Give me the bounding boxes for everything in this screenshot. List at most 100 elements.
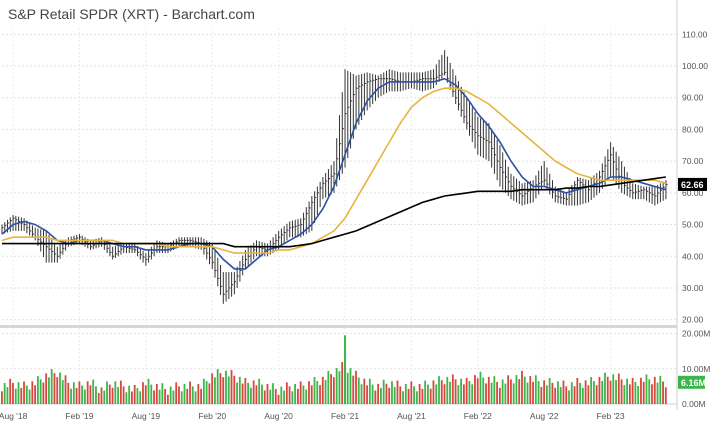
volume-bar [631,377,634,404]
x-tick-label: Aug '18 [0,411,28,421]
volume-bar [299,381,302,404]
volume-bar [662,381,664,404]
volume-bar [429,388,432,404]
volume-bar [97,393,100,404]
volume-bar [219,373,222,404]
volume-bar [225,370,227,404]
volume-bar [61,380,64,404]
volume-bar [410,381,413,404]
volume-bar [440,380,443,404]
volume-bar [28,389,31,404]
volume-bar [664,387,667,404]
volume-bar [139,391,142,404]
volume-bar [504,383,507,404]
volume-bar [56,377,59,404]
volume-bar [573,386,576,404]
volume-bar [310,385,313,404]
volume-bar [330,374,333,404]
volume-bar [357,377,360,404]
volume-bar [308,381,310,404]
volume-bar [263,390,266,404]
volume-bar [349,368,352,404]
volume-bar [274,389,277,404]
volume-bar [14,388,17,404]
volume-bar [136,388,139,404]
volume-bar [382,379,385,404]
volume-tick-label: 0.00M [682,399,706,409]
volume-bar [78,381,81,404]
moving-average-line [2,176,667,248]
volume-bar [3,383,6,404]
volume-bar [34,385,36,404]
x-tick-label: Feb '23 [597,411,625,421]
x-tick-label: Feb '20 [198,411,226,421]
volume-bar [131,391,133,404]
volume-bar [222,377,225,404]
volume-bar [147,378,150,404]
volume-bar [277,394,280,404]
volume-bar [119,380,122,404]
volume-bar [31,381,34,404]
volume-bar [626,378,629,404]
volume-bar [659,375,662,404]
volume-bar [75,387,78,404]
volume-bar [175,382,178,404]
volume-bar [332,377,335,404]
volume-bar [554,387,557,404]
volume-bar [371,384,374,404]
price-tick-label: 80.00 [682,124,704,134]
x-tick-label: Feb '22 [464,411,492,421]
volume-bar [335,368,338,404]
volume-bar [180,391,183,404]
volume-bar [487,376,490,404]
volume-bar [172,390,175,404]
volume-bar [402,391,404,404]
volume-bar [247,382,250,404]
volume-bar [628,384,631,404]
volume-bar [598,376,601,404]
volume-bar [396,380,399,404]
volume-bar [510,379,512,404]
volume-bar [601,380,604,404]
volume-bar [391,381,393,404]
volume-bar [316,381,319,404]
volume-bar [158,389,161,404]
volume-bar [1,391,3,404]
volume-bar [194,391,197,404]
volume-bar [512,383,515,404]
volume-bar [17,382,20,404]
volume-bar [623,385,626,404]
volume-bar [471,384,474,404]
volume-bar [294,383,297,404]
volume-bar [191,386,194,404]
price-tick-label: 40.00 [682,251,704,261]
volume-bar [150,384,153,404]
volume-bar [186,388,189,404]
volume-bar [454,379,457,404]
volume-bar [648,379,651,404]
volume-bar [368,378,371,404]
volume-bar [474,375,476,404]
volume-bar [615,380,617,404]
volume-bar [122,386,125,404]
volume-bar [352,375,355,404]
volume-bar [379,387,382,404]
price-tick-label: 100.00 [682,61,708,71]
volume-bar [460,378,463,404]
volume-bar [200,388,202,404]
volume-bar [490,382,493,404]
volume-bar [451,374,454,404]
volume-bar [557,381,559,404]
volume-bar [133,384,136,404]
volume-bar [288,386,291,404]
price-tick-label: 70.00 [682,156,704,166]
volume-bar [604,372,606,404]
volume-bar [161,383,164,404]
volume-bar [374,390,377,404]
volume-bar [261,384,263,404]
volume-bar [183,383,186,404]
last-price-label: 62.66 [681,180,704,190]
volume-bar [590,377,593,404]
volume-bar [81,385,84,404]
